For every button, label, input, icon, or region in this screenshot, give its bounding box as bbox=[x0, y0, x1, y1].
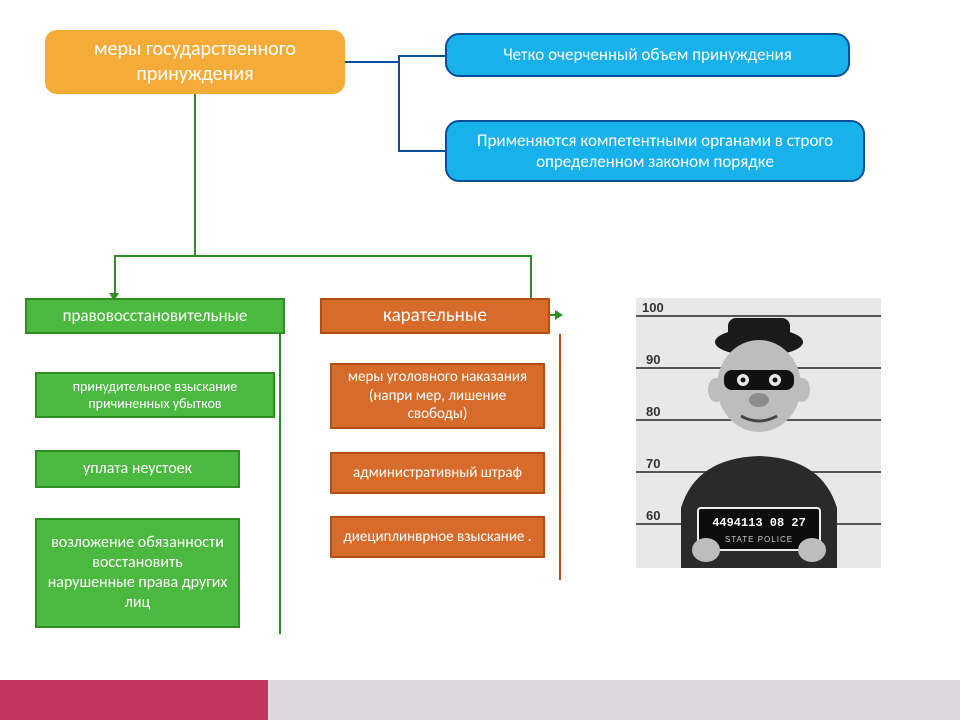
main-title-box: меры государственного принуждения bbox=[45, 30, 345, 94]
arrow-over-orange bbox=[555, 310, 563, 320]
connector-main-down bbox=[194, 94, 196, 255]
orange-sub-3-text: диециплинврное взыскание . bbox=[343, 528, 531, 547]
green-sub-3: возложение обязанности восстановить нару… bbox=[35, 518, 240, 628]
green-sub-1-text: принудительное взыскание причиненных убы… bbox=[47, 378, 263, 413]
orange-sub-3: диециплинврное взыскание . bbox=[330, 516, 545, 558]
connector-main-blue2-h bbox=[398, 150, 445, 152]
mugshot-svg: 100 90 80 70 60 bbox=[636, 298, 881, 568]
green-category-text: правовосстановительные bbox=[63, 305, 248, 326]
green-category-box: правовосстановительные bbox=[25, 298, 285, 334]
mugshot-sign-number: 4494113 08 27 bbox=[712, 516, 806, 530]
connector-cats-horizontal bbox=[114, 255, 532, 257]
connector-to-green-cat bbox=[114, 255, 116, 298]
green-sub-2-text: уплата неустоек bbox=[83, 459, 192, 479]
feature-1-text: Четко очерченный объем принуждения bbox=[503, 44, 792, 65]
mugshot-h-60: 60 bbox=[646, 508, 660, 523]
green-sub-3-text: возложение обязанности восстановить нару… bbox=[47, 533, 228, 613]
feature-box-1: Четко очерченный объем принуждения bbox=[445, 33, 850, 77]
feature-box-2: Применяются компетентными органами в стр… bbox=[445, 120, 865, 182]
connector-main-blue-vert bbox=[398, 55, 400, 152]
orange-sub-1: меры уголовного наказания (напри мер, ли… bbox=[330, 363, 545, 429]
orange-category-text: карательные bbox=[383, 304, 487, 328]
green-sub-1: принудительное взыскание причиненных убы… bbox=[35, 372, 275, 418]
orange-sub-2: административный штраф bbox=[330, 452, 545, 494]
orange-sub-2-text: административный штраф bbox=[353, 464, 522, 483]
main-title-text: меры государственного принуждения bbox=[63, 37, 327, 87]
mugshot-h-100: 100 bbox=[642, 300, 664, 315]
footer-bar-right bbox=[268, 680, 960, 720]
connector-main-blue-stub bbox=[345, 61, 400, 63]
mugshot-sign-label: STATE POLICE bbox=[725, 535, 793, 544]
mugshot-h-70: 70 bbox=[646, 456, 660, 471]
connector-orange-subtree bbox=[559, 334, 561, 580]
connector-green-subtree bbox=[279, 334, 281, 634]
orange-category-box: карательные bbox=[320, 298, 550, 334]
feature-2-text: Применяются компетентными органами в стр… bbox=[461, 130, 849, 173]
mugshot-h-80: 80 bbox=[646, 404, 660, 419]
green-sub-2: уплата неустоек bbox=[35, 450, 240, 488]
diagram-canvas: меры государственного принуждения Четко … bbox=[0, 0, 960, 720]
orange-sub-1-text: меры уголовного наказания (напри мер, ли… bbox=[342, 368, 533, 424]
connector-main-blue1-h bbox=[398, 55, 445, 57]
mugshot-h-90: 90 bbox=[646, 352, 660, 367]
mugshot-image: 100 90 80 70 60 bbox=[636, 298, 881, 568]
footer-bar-left bbox=[0, 680, 268, 720]
